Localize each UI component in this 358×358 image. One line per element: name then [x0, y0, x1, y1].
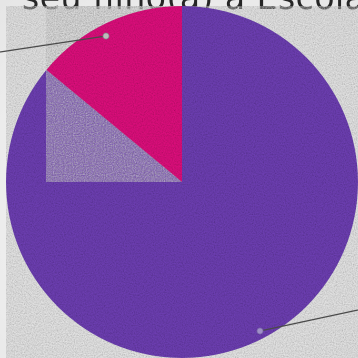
leader-lines [0, 32, 358, 335]
pie-slice-2 [46, 6, 183, 182]
leader-line-top [0, 35, 107, 53]
leader-dot-top [102, 32, 110, 40]
leader-dot-bottom [256, 327, 264, 335]
leader-line-bottom [259, 309, 358, 332]
pie-slices [6, 6, 358, 358]
